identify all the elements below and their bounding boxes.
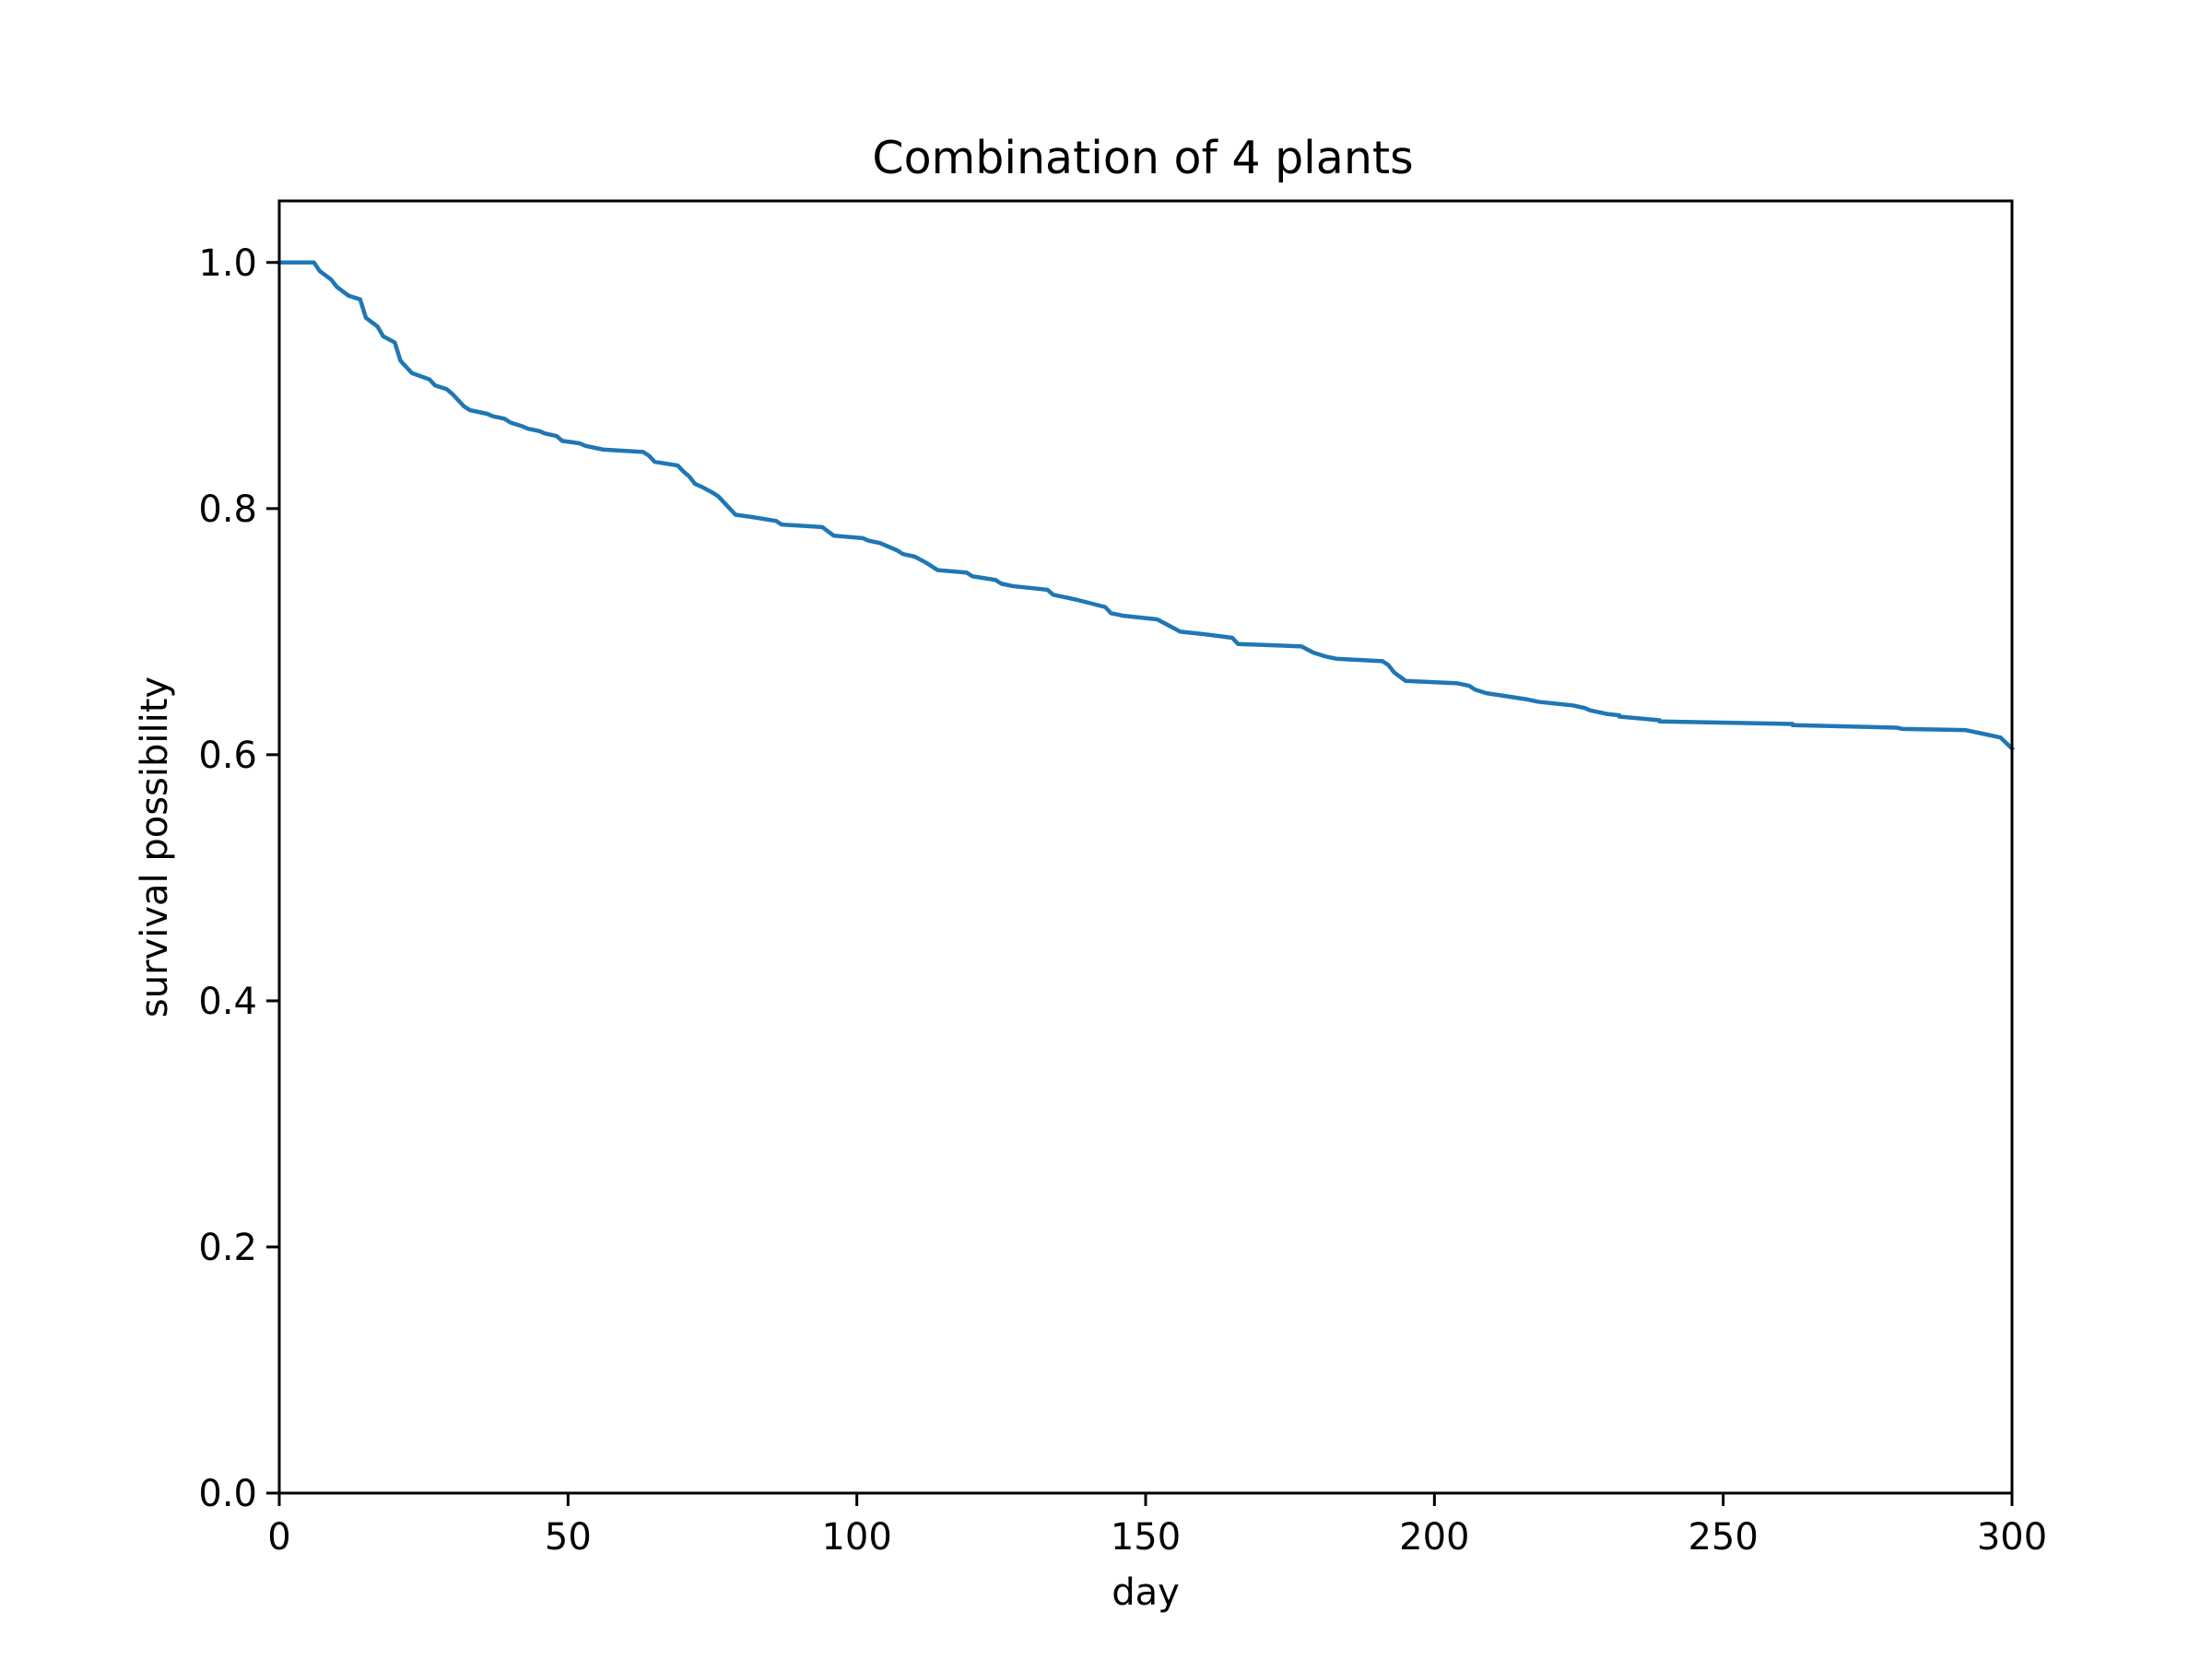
x-axis-ticks: 0 50 100 150 200 250 300 — [267, 1493, 2047, 1559]
y-axis-ticks: 0.0 0.2 0.4 0.6 0.8 1.0 — [198, 242, 279, 1515]
x-tick-label: 100 — [821, 1516, 891, 1559]
y-tick-label: 0.8 — [198, 488, 257, 531]
x-tick-label: 0 — [267, 1516, 290, 1559]
x-tick-label: 50 — [545, 1516, 592, 1559]
y-tick-label: 1.0 — [198, 242, 257, 285]
plot-frame — [277, 199, 2014, 1495]
chart-title: Combination of 4 plants — [872, 132, 1413, 184]
x-tick-label: 200 — [1399, 1516, 1469, 1559]
y-axis-label: survival possibility — [134, 677, 176, 1018]
x-tick-label: 250 — [1688, 1516, 1758, 1559]
y-tick-label: 0.0 — [198, 1473, 257, 1515]
x-axis-label: day — [1112, 1571, 1180, 1614]
y-tick-label: 0.4 — [198, 981, 257, 1023]
x-tick-label: 300 — [1977, 1516, 2047, 1559]
y-tick-label: 0.6 — [198, 735, 257, 777]
survival-curve-line — [276, 260, 2016, 752]
y-tick-label: 0.2 — [198, 1227, 257, 1269]
plot-area — [276, 260, 2016, 752]
x-tick-label: 150 — [1111, 1516, 1181, 1559]
